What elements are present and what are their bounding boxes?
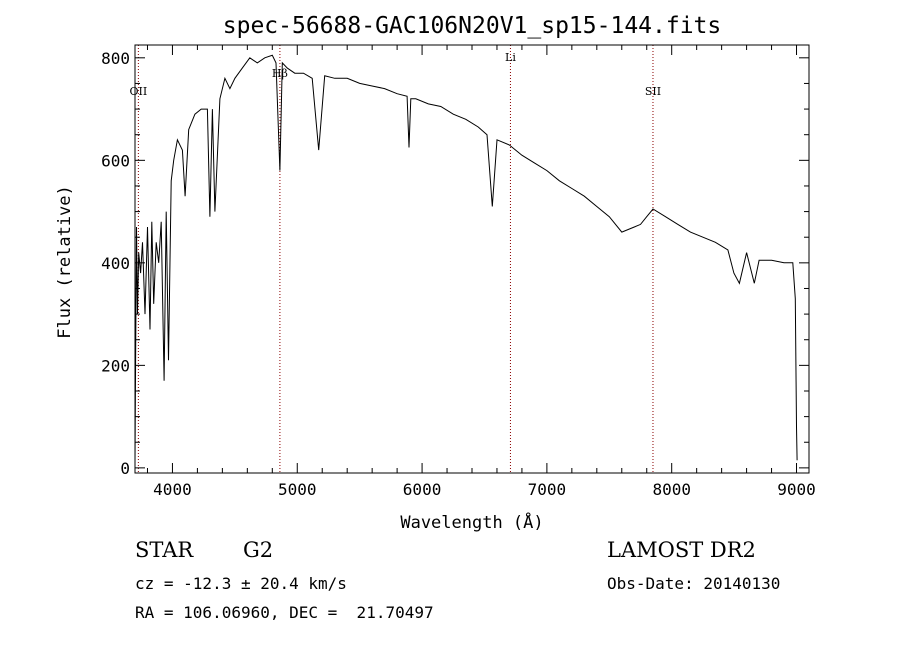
y-tick-label: 400 (101, 254, 130, 273)
survey-name: LAMOST DR2 (607, 538, 756, 562)
line-marker-label: Hβ (272, 67, 288, 80)
observation-date: Obs-Date: 20140130 (607, 574, 781, 593)
y-axis-label: Flux (relative) (55, 185, 75, 339)
y-tick-label: 0 (120, 459, 130, 478)
object-subclass: G2 (243, 538, 274, 562)
x-tick-label: 6000 (403, 480, 442, 499)
y-tick-label: 800 (101, 49, 130, 68)
y-tick-label: 200 (101, 356, 130, 375)
coordinates-info: RA = 106.06960, DEC = 21.70497 (135, 603, 434, 622)
plot-frame (134, 44, 810, 474)
object-class: STAR (135, 538, 194, 562)
x-axis: 4000 5000 6000 7000 8000 9000 (146, 45, 816, 499)
x-tick-label: 5000 (278, 480, 317, 499)
x-tick-label: 4000 (153, 480, 192, 499)
x-axis-label: Wavelength (Å) (400, 511, 543, 533)
y-tick-label: 600 (101, 151, 130, 170)
x-tick-label: 8000 (652, 480, 691, 499)
chart-title: spec-56688-GAC106N20V1_sp15-144.fits (223, 13, 722, 39)
x-tick-label: 7000 (528, 480, 567, 499)
y-axis: 0 200 400 600 800 (101, 49, 809, 478)
line-marker-label: Li (505, 51, 516, 64)
emission-line-markers: OII Hβ Li SII (130, 45, 661, 473)
line-marker-label: SII (645, 85, 661, 98)
x-tick-label: 9000 (777, 480, 816, 499)
redshift-info: cz = -12.3 ± 20.4 km/s (135, 574, 347, 593)
spectrum-line (134, 54, 798, 463)
spectrum-series (134, 54, 798, 463)
line-marker-label: OII (130, 85, 148, 98)
